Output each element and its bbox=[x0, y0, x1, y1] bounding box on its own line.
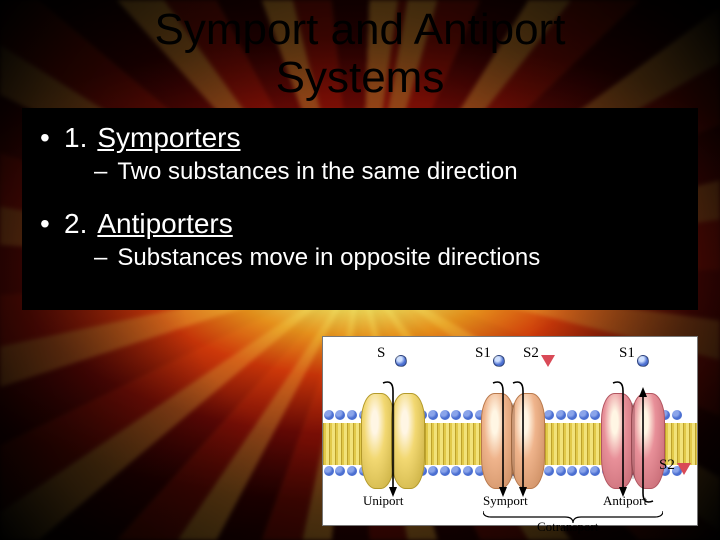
item-number: 1. bbox=[64, 122, 87, 154]
bullet-dot: • bbox=[40, 208, 54, 240]
content-box: • 1. Symporters – Two substances in the … bbox=[22, 108, 698, 310]
title-line-2: Systems bbox=[0, 54, 720, 102]
molecule-label-S: S bbox=[377, 345, 385, 362]
molecule-label-S2: S2 bbox=[523, 345, 539, 362]
transport-diagram: UniportSymportAntiportSS1S2S1S2Cotranspo… bbox=[322, 336, 698, 526]
molecule-label-S1: S1 bbox=[619, 345, 635, 362]
dash-icon: – bbox=[94, 244, 107, 272]
molecule-S1 bbox=[637, 355, 649, 367]
slide: Symport and Antiport Systems • 1. Sympor… bbox=[0, 0, 720, 540]
dash-icon: – bbox=[94, 158, 107, 186]
slide-title: Symport and Antiport Systems bbox=[0, 0, 720, 101]
subbullet-text: Two substances in the same direction bbox=[117, 158, 517, 186]
transport-arrow bbox=[481, 377, 545, 507]
subbullet-antiporters: – Substances move in opposite directions bbox=[40, 244, 680, 272]
item-term: Symporters bbox=[97, 122, 240, 154]
transport-arrow bbox=[601, 377, 665, 507]
molecule-S bbox=[395, 355, 407, 367]
item-number: 2. bbox=[64, 208, 87, 240]
item-term: Antiporters bbox=[97, 208, 232, 240]
bullet-antiporters: • 2. Antiporters bbox=[40, 208, 680, 240]
title-line-1: Symport and Antiport bbox=[0, 6, 720, 54]
molecule-label-S1: S1 bbox=[475, 345, 491, 362]
bullet-dot: • bbox=[40, 122, 54, 154]
subbullet-text: Substances move in opposite directions bbox=[117, 244, 540, 272]
molecule-S2-out bbox=[677, 463, 691, 475]
molecule-S2 bbox=[541, 355, 555, 367]
bullet-symporters: • 1. Symporters bbox=[40, 122, 680, 154]
subbullet-symporters: – Two substances in the same direction bbox=[40, 158, 680, 186]
cotransport-label: Cotransport bbox=[537, 519, 598, 535]
transport-arrow bbox=[361, 377, 425, 507]
molecule-S1 bbox=[493, 355, 505, 367]
